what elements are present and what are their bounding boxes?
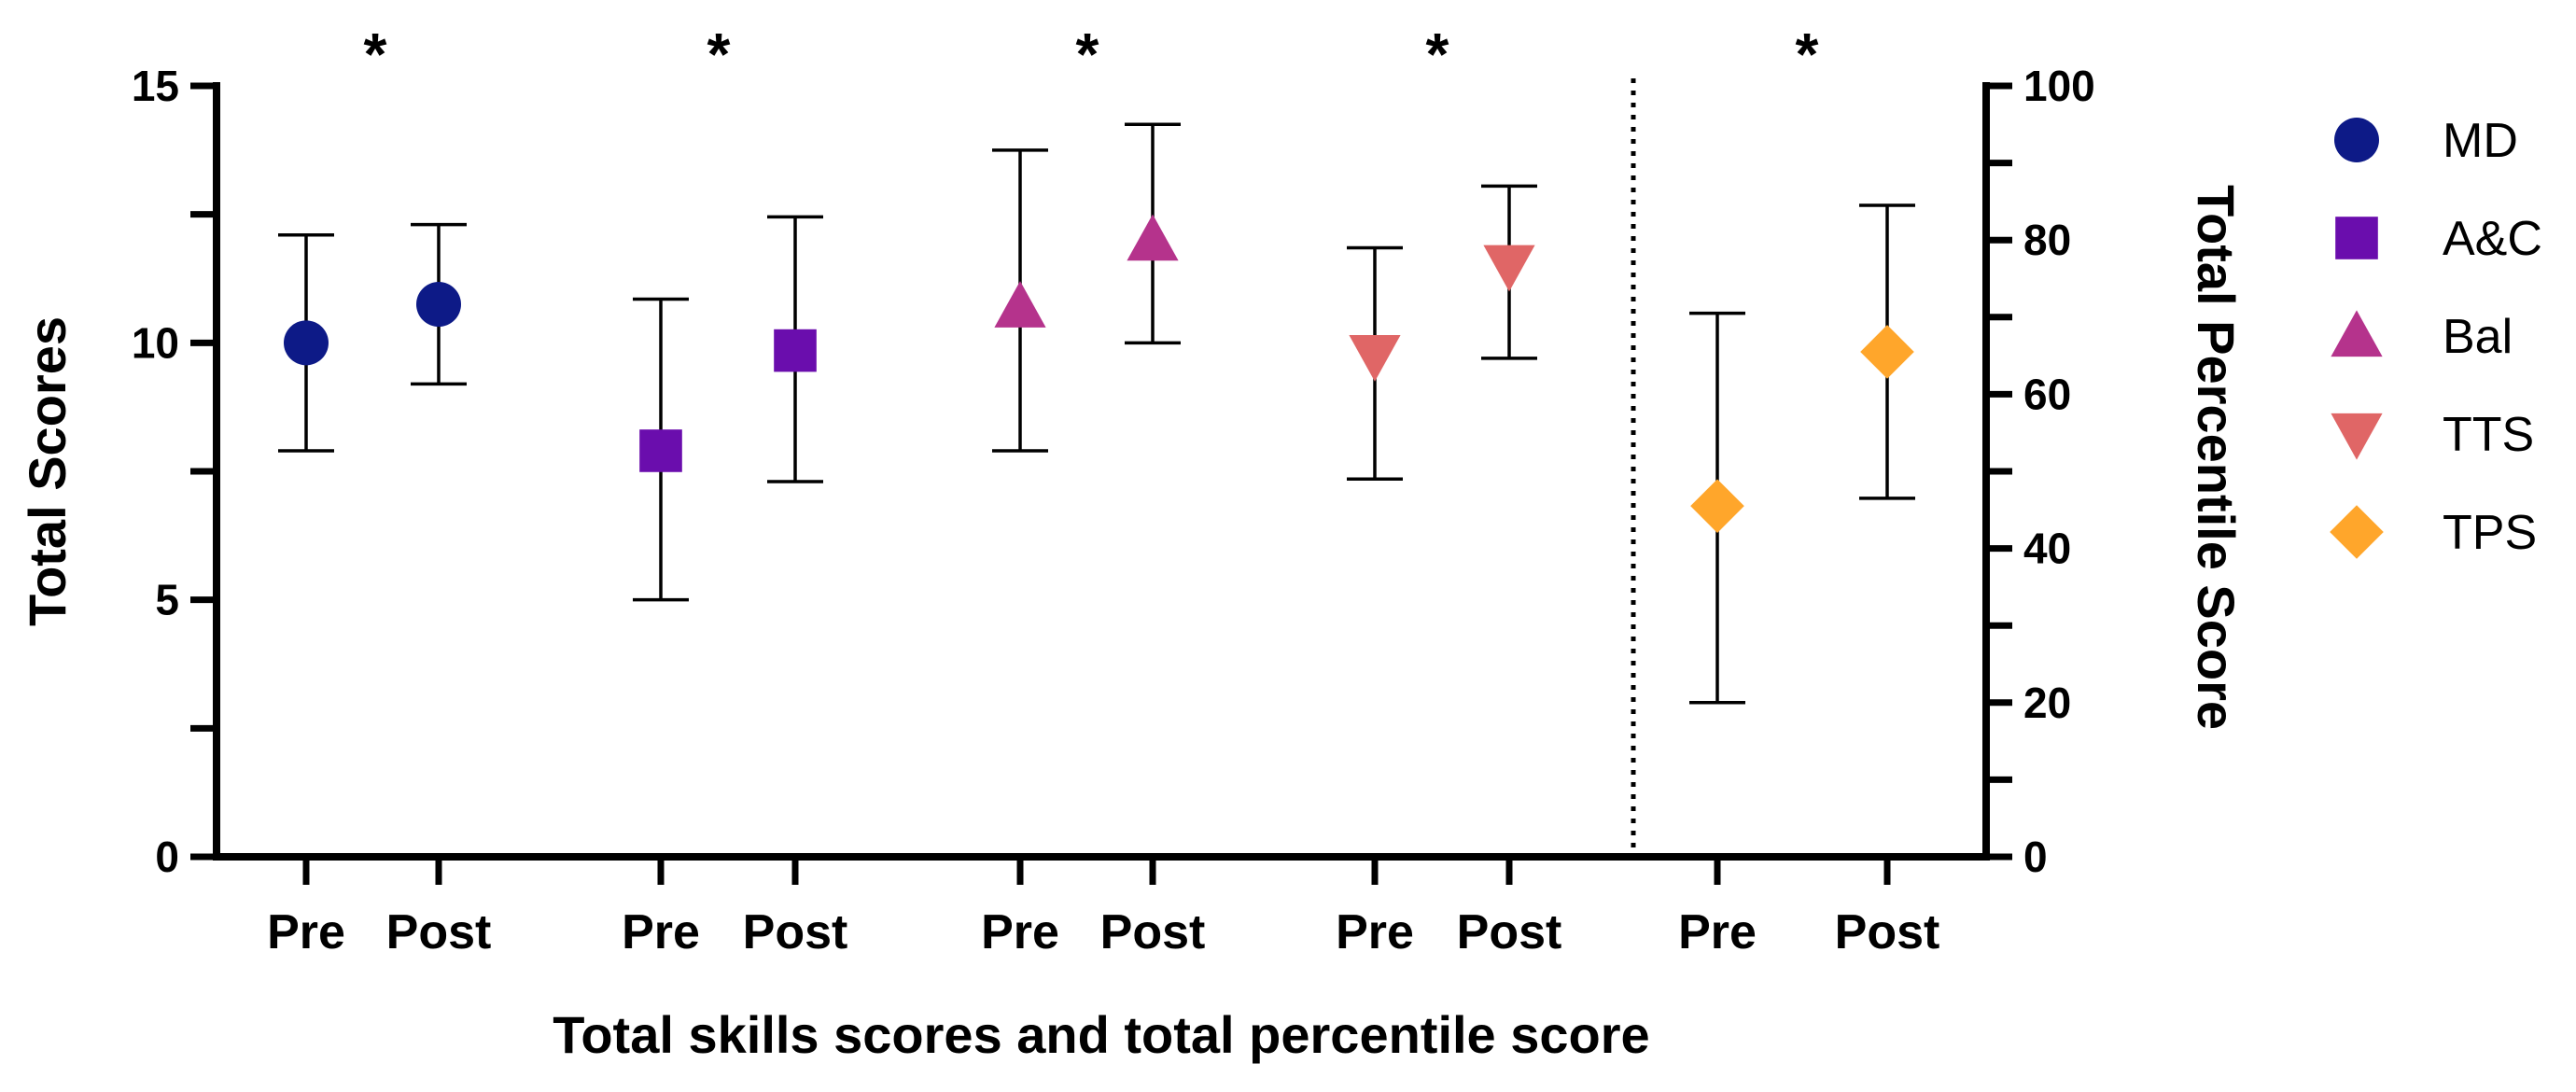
y-tick-label-right: 80 bbox=[2023, 216, 2071, 264]
significance-star: * bbox=[1426, 21, 1449, 88]
x-tick-label-pre: Pre bbox=[622, 905, 700, 959]
legend-label-md: MD bbox=[2443, 114, 2518, 168]
y-tick-label-left: 10 bbox=[132, 318, 179, 367]
x-tick-label-post: Post bbox=[1457, 905, 1562, 959]
legend-marker-tts bbox=[2331, 413, 2383, 460]
significance-star: * bbox=[1796, 21, 1819, 88]
point-a-c-post bbox=[774, 329, 817, 372]
point-a-c-pre bbox=[639, 429, 682, 472]
legend-label-bal: Bal bbox=[2443, 310, 2513, 364]
y-tick-label-right: 60 bbox=[2023, 370, 2071, 418]
y-axis-title-right: Total Percentile Score bbox=[2187, 185, 2246, 730]
y-tick-label-left: 5 bbox=[155, 576, 179, 624]
x-tick-label-pre: Pre bbox=[981, 905, 1059, 959]
point-tps-post bbox=[1860, 325, 1914, 379]
significance-star: * bbox=[1076, 21, 1099, 88]
legend-marker-bal bbox=[2331, 310, 2383, 357]
y-tick-label-left: 0 bbox=[155, 833, 179, 881]
y-axis-title-left: Total Scores bbox=[18, 316, 77, 626]
x-tick-label-post: Post bbox=[1835, 905, 1940, 959]
y-tick-label-right: 40 bbox=[2023, 525, 2071, 573]
significance-star: * bbox=[364, 21, 387, 88]
point-md-pre bbox=[284, 320, 329, 366]
legend-label-a-c: A&C bbox=[2443, 212, 2542, 266]
point-tts-post bbox=[1483, 245, 1535, 292]
point-bal-post bbox=[1127, 214, 1179, 261]
legend-marker-tps bbox=[2330, 505, 2384, 559]
point-bal-pre bbox=[994, 281, 1046, 328]
x-tick-label-pre: Pre bbox=[1336, 905, 1414, 959]
x-tick-label-pre: Pre bbox=[267, 905, 345, 959]
significance-star: * bbox=[707, 21, 731, 88]
point-tts-pre bbox=[1349, 335, 1401, 382]
y-tick-label-right: 100 bbox=[2023, 62, 2095, 110]
x-axis-title: Total skills scores and total percentile… bbox=[553, 1005, 1649, 1064]
legend-marker-md bbox=[2334, 118, 2379, 162]
x-tick-label-pre: Pre bbox=[1678, 905, 1757, 959]
y-tick-label-right: 0 bbox=[2023, 833, 2048, 881]
x-tick-label-post: Post bbox=[743, 905, 848, 959]
x-tick-label-post: Post bbox=[386, 905, 492, 959]
y-tick-label-left: 15 bbox=[132, 62, 179, 110]
point-md-post bbox=[416, 282, 461, 328]
legend-label-tts: TTS bbox=[2443, 408, 2534, 462]
legend-marker-a-c bbox=[2335, 217, 2378, 259]
point-tps-pre bbox=[1690, 479, 1744, 533]
y-tick-label-right: 20 bbox=[2023, 679, 2071, 727]
x-tick-label-post: Post bbox=[1100, 905, 1206, 959]
legend-label-tps: TPS bbox=[2443, 506, 2537, 560]
